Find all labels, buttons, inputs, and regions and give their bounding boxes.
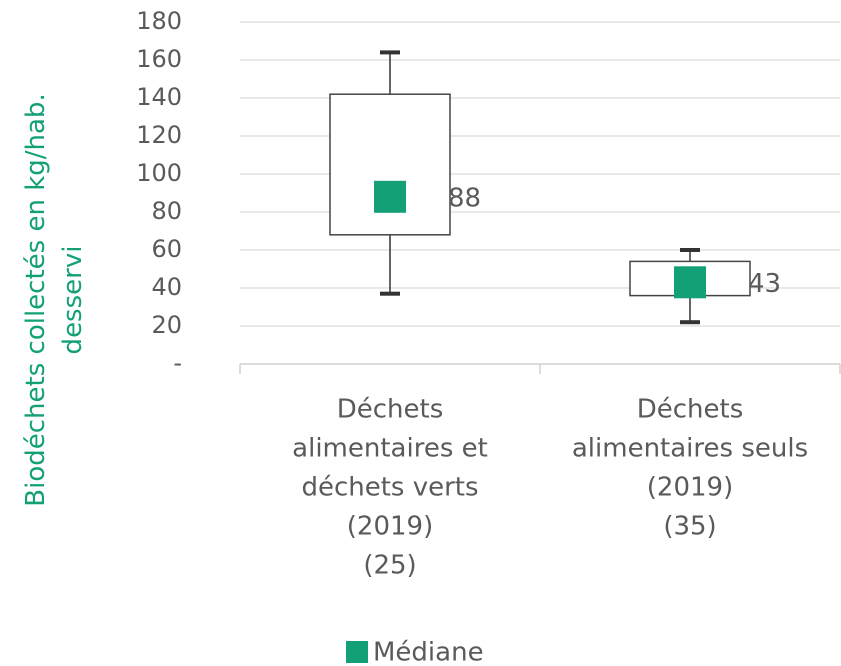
data-label: 43 — [748, 269, 781, 299]
y-tick-label: 80 — [151, 197, 182, 225]
whisker-cap — [380, 50, 400, 55]
x-tick-label: Déchets — [337, 395, 444, 425]
x-tick-label: déchets verts — [301, 473, 478, 503]
legend-label: Médiane — [373, 638, 484, 666]
data-label: 88 — [448, 183, 481, 213]
y-tick-label: 20 — [151, 311, 182, 339]
y-tick-label: 120 — [136, 121, 182, 149]
x-tick-label: alimentaires seuls — [572, 434, 808, 464]
y-tick-label: 100 — [136, 159, 182, 187]
y-axis-label: Biodéchets collectés en kg/hab. desservi — [21, 93, 88, 506]
x-tick-label: (35) — [663, 512, 716, 542]
median — [374, 180, 406, 213]
whisker-cap — [380, 291, 400, 296]
box — [329, 93, 451, 236]
y-axis-label-line: desservi — [58, 246, 88, 355]
median — [674, 266, 706, 299]
x-tick-label: (2019) — [647, 473, 733, 503]
legend-swatch — [346, 641, 368, 663]
y-tick-label: 40 — [151, 273, 182, 301]
y-axis-label-line: Biodéchets collectés en kg/hab. — [21, 93, 51, 506]
x-tick-label: (25) — [363, 551, 416, 581]
x-tick-label: alimentaires et — [292, 434, 488, 464]
whisker-cap — [680, 320, 700, 325]
y-tick-label: 160 — [136, 45, 182, 73]
y-tick-label: 180 — [136, 7, 182, 35]
whisker-cap — [680, 248, 700, 252]
y-tick-label: 140 — [136, 83, 182, 111]
y-tick-label: 60 — [151, 235, 182, 263]
y-tick-label: - — [173, 349, 182, 377]
x-tick-label: Déchets — [637, 395, 744, 425]
x-tick-label: (2019) — [347, 512, 433, 542]
